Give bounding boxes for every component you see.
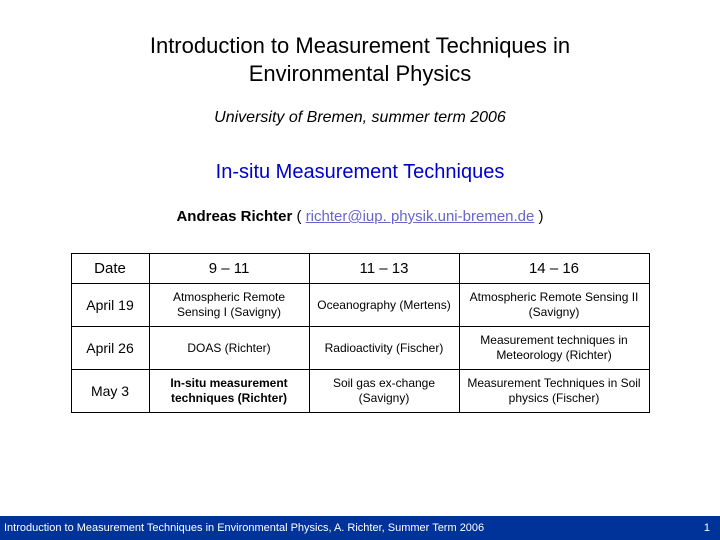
- table-header-row: Date 9 – 11 11 – 13 14 – 16: [71, 254, 649, 284]
- footer-text: Introduction to Measurement Techniques i…: [4, 522, 484, 534]
- header-slot-2: 11 – 13: [309, 254, 459, 284]
- table-row: May 3 In-situ measurement techniques (Ri…: [71, 370, 649, 413]
- cell-content: Atmospheric Remote Sensing I (Savigny): [149, 284, 309, 327]
- cell-content: Radioactivity (Fischer): [309, 327, 459, 370]
- title-line-2: Environmental Physics: [249, 61, 472, 86]
- footer-page-number: 1: [704, 522, 710, 534]
- author-line: Andreas Richter ( richter@iup. physik.un…: [0, 208, 720, 225]
- author-paren-close: ): [534, 208, 543, 225]
- author-email-link[interactable]: richter@iup. physik.uni-bremen.de: [306, 208, 535, 225]
- cell-date: April 26: [71, 327, 149, 370]
- cell-content: Measurement techniques in Meteorology (R…: [459, 327, 649, 370]
- header-slot-1: 9 – 11: [149, 254, 309, 284]
- header-slot-3: 14 – 16: [459, 254, 649, 284]
- cell-content: Measurement Techniques in Soil physics (…: [459, 370, 649, 413]
- cell-content: Atmospheric Remote Sensing II (Savigny): [459, 284, 649, 327]
- title-line-1: Introduction to Measurement Techniques i…: [150, 33, 570, 58]
- cell-date: April 19: [71, 284, 149, 327]
- header-date: Date: [71, 254, 149, 284]
- section-title: In-situ Measurement Techniques: [0, 161, 720, 184]
- cell-content: Soil gas ex-change (Savigny): [309, 370, 459, 413]
- slide-title: Introduction to Measurement Techniques i…: [0, 0, 720, 87]
- cell-content-highlight: In-situ measurement techniques (Richter): [149, 370, 309, 413]
- footer-bar: Introduction to Measurement Techniques i…: [0, 516, 720, 540]
- schedule-table: Date 9 – 11 11 – 13 14 – 16 April 19 Atm…: [71, 253, 650, 413]
- cell-content: Oceanography (Mertens): [309, 284, 459, 327]
- author-paren-open: (: [292, 208, 305, 225]
- author-name: Andreas Richter: [176, 208, 292, 225]
- cell-date: May 3: [71, 370, 149, 413]
- cell-content: DOAS (Richter): [149, 327, 309, 370]
- table-row: April 19 Atmospheric Remote Sensing I (S…: [71, 284, 649, 327]
- table-row: April 26 DOAS (Richter) Radioactivity (F…: [71, 327, 649, 370]
- slide-subtitle: University of Bremen, summer term 2006: [0, 109, 720, 127]
